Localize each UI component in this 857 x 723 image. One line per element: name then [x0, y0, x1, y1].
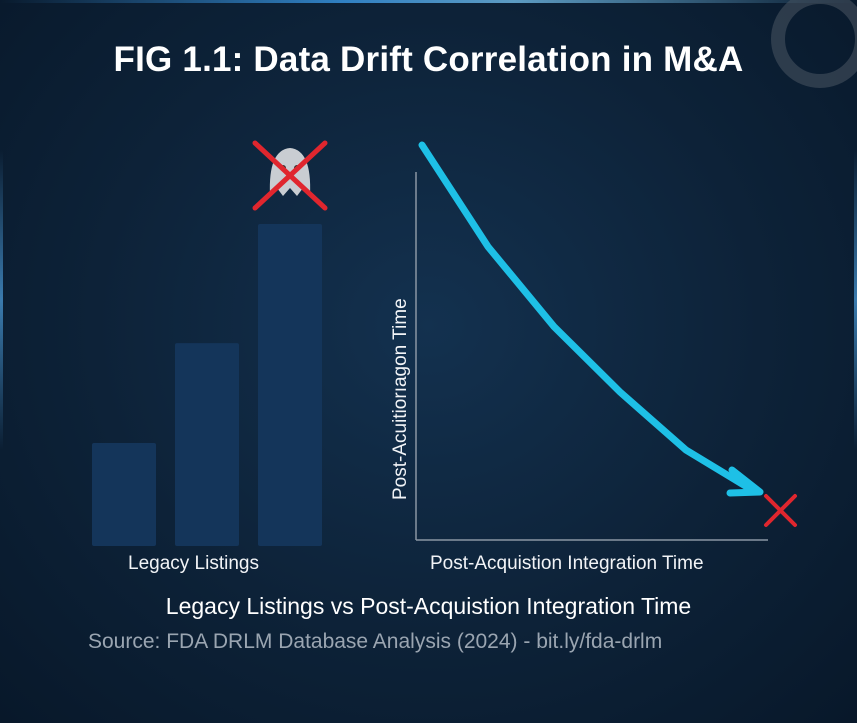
bar-x-label: Legacy Listings: [128, 553, 259, 574]
end-cross-icon: [764, 494, 797, 527]
chart-title: FIG 1.1: Data Drift Correlation in M&A: [113, 40, 744, 79]
bar: [258, 224, 322, 546]
arrow-head-icon: [726, 466, 764, 497]
line-x-label: Post-Acquistion Integration Time: [430, 553, 704, 574]
bar: [92, 442, 156, 546]
bar: [175, 343, 239, 546]
source-note: Source: FDA DRLM Database Analysis (2024…: [88, 630, 663, 653]
left-glow: [0, 150, 3, 450]
chart-subtitle: Legacy Listings vs Post-Acquistion Integ…: [165, 593, 692, 619]
cross-out-icon: [252, 140, 328, 211]
series-line: [418, 141, 756, 494]
top-glow: [0, 0, 857, 3]
right-glow: [854, 150, 857, 450]
line-y-label: Post-Acuitiorıagon Time: [390, 298, 411, 500]
